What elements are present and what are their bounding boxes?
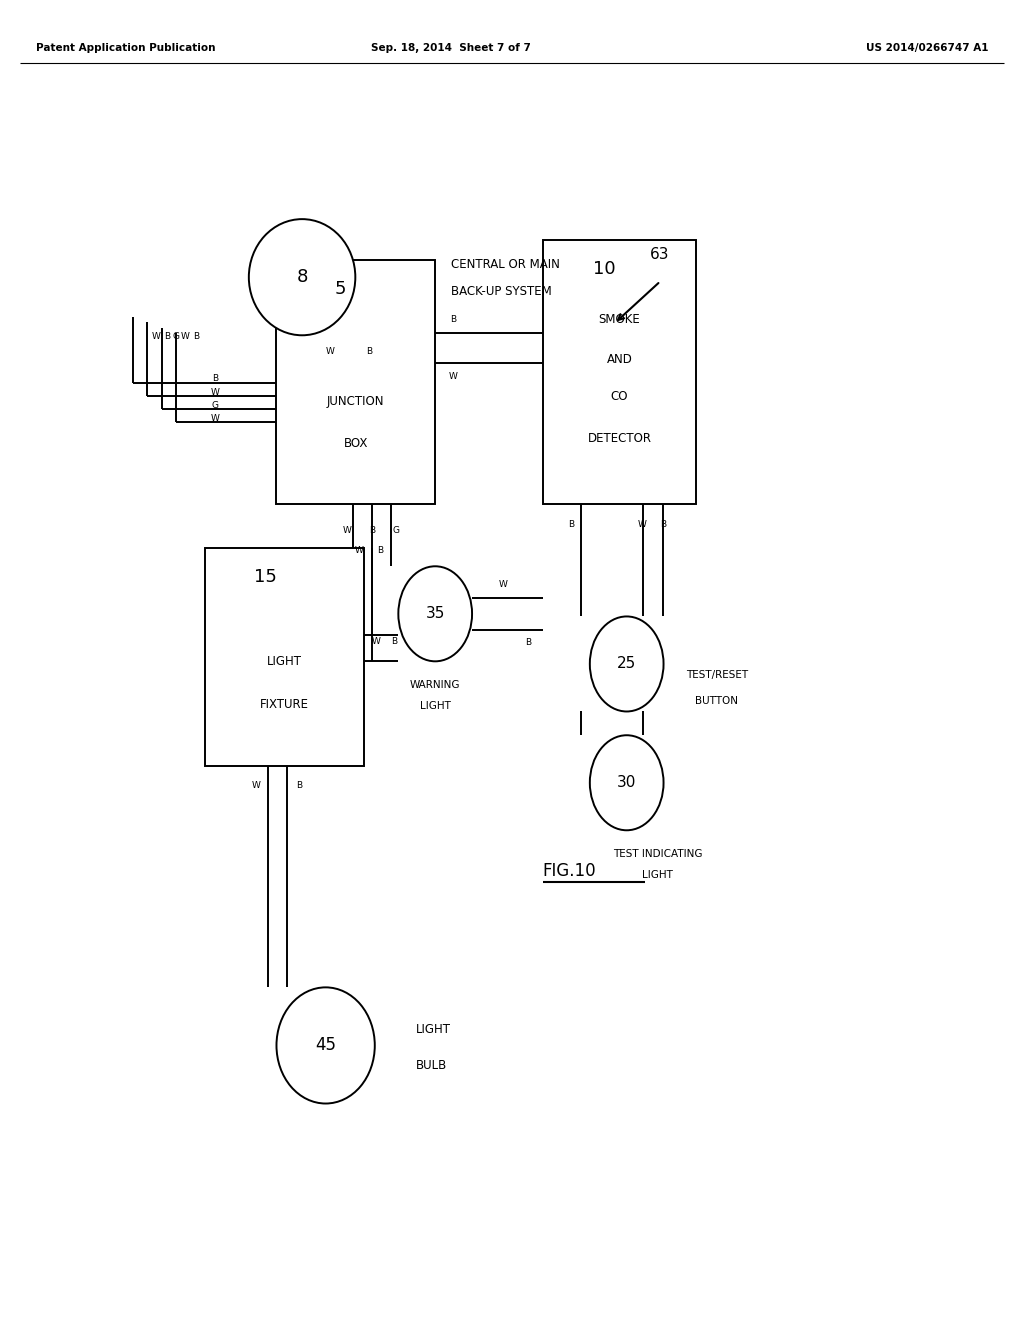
Text: 35: 35 (426, 606, 444, 622)
Ellipse shape (249, 219, 355, 335)
Text: SMOKE: SMOKE (599, 313, 640, 326)
Text: 10: 10 (593, 260, 615, 279)
Text: WARNING: WARNING (410, 680, 461, 690)
Text: W: W (638, 520, 647, 528)
Text: FIG.10: FIG.10 (543, 862, 596, 880)
Text: LIGHT: LIGHT (642, 870, 673, 880)
Text: 5: 5 (334, 280, 346, 298)
Text: 30: 30 (617, 775, 636, 791)
Text: B: B (367, 347, 373, 355)
Text: US 2014/0266747 A1: US 2014/0266747 A1 (865, 42, 988, 53)
Text: JUNCTION: JUNCTION (327, 395, 385, 408)
Text: DETECTOR: DETECTOR (588, 432, 651, 445)
Text: B: B (525, 639, 531, 647)
Text: CO: CO (610, 389, 629, 403)
Text: LIGHT: LIGHT (420, 701, 451, 711)
Text: W: W (450, 372, 458, 380)
Text: TEST/RESET: TEST/RESET (686, 669, 748, 680)
Text: G: G (392, 527, 399, 535)
Text: G: G (212, 401, 218, 409)
Circle shape (590, 735, 664, 830)
Text: W: W (372, 638, 380, 645)
Text: B: B (194, 333, 200, 341)
Bar (205, 548, 364, 766)
Text: W: W (211, 414, 219, 422)
Text: W: W (343, 527, 352, 535)
Text: 8: 8 (296, 268, 308, 286)
Text: W: W (252, 781, 260, 789)
Bar (276, 260, 435, 504)
Circle shape (398, 566, 472, 661)
Text: W: W (499, 581, 507, 589)
Text: B: B (212, 375, 218, 383)
Text: W: W (181, 333, 189, 341)
Text: B: B (369, 527, 375, 535)
Circle shape (590, 616, 664, 711)
Text: LIGHT: LIGHT (266, 655, 302, 668)
Text: 45: 45 (315, 1036, 336, 1055)
Text: 25: 25 (617, 656, 636, 672)
Text: B: B (297, 781, 303, 789)
Text: BOX: BOX (344, 437, 368, 450)
Text: 63: 63 (650, 247, 670, 263)
Text: B: B (568, 520, 573, 528)
Text: W: W (152, 333, 160, 341)
Text: B: B (451, 315, 457, 323)
Text: B: B (164, 333, 170, 341)
Text: BACK-UP SYSTEM: BACK-UP SYSTEM (451, 285, 551, 298)
Bar (543, 240, 696, 504)
Text: CENTRAL OR MAIN: CENTRAL OR MAIN (451, 257, 559, 271)
Text: W: W (211, 388, 219, 396)
Text: B: B (660, 520, 666, 528)
Text: W: W (355, 546, 364, 554)
Text: BUTTON: BUTTON (695, 696, 738, 706)
Text: LIGHT: LIGHT (416, 1023, 451, 1036)
Ellipse shape (276, 987, 375, 1104)
Text: W: W (326, 347, 334, 355)
Text: G: G (173, 333, 179, 341)
Text: TEST INDICATING: TEST INDICATING (612, 849, 702, 859)
Text: Patent Application Publication: Patent Application Publication (36, 42, 215, 53)
Text: FIXTURE: FIXTURE (260, 698, 308, 711)
Text: B: B (377, 546, 383, 554)
Text: B: B (391, 638, 397, 645)
Text: BULB: BULB (416, 1059, 447, 1072)
Text: 15: 15 (254, 568, 276, 586)
Text: Sep. 18, 2014  Sheet 7 of 7: Sep. 18, 2014 Sheet 7 of 7 (371, 42, 530, 53)
Text: AND: AND (606, 352, 633, 366)
